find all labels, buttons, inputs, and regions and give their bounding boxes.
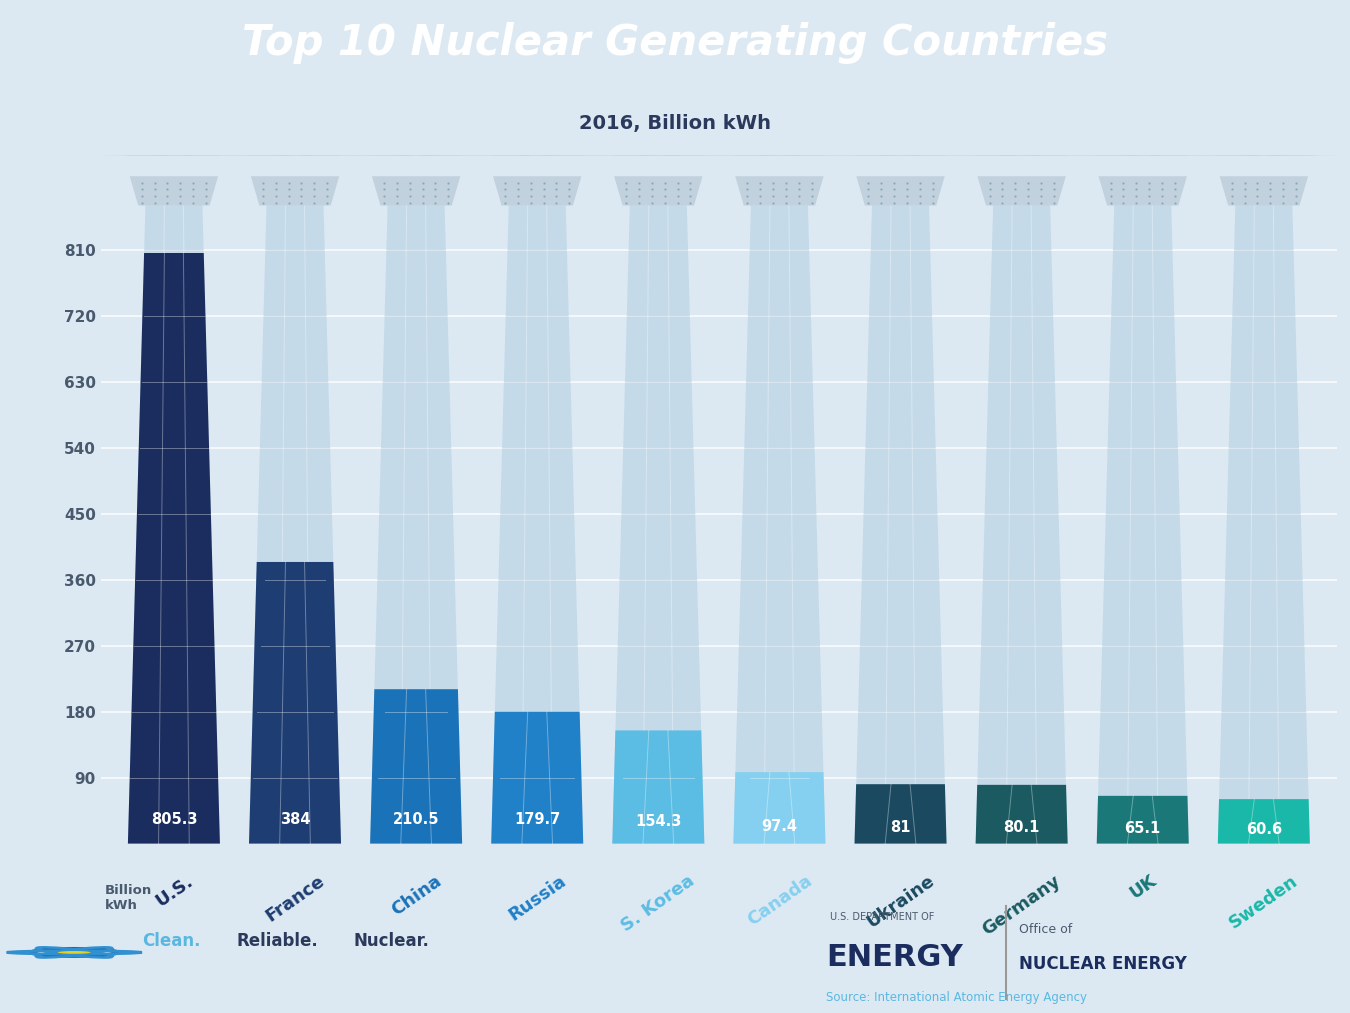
Text: Ukraine: Ukraine	[863, 871, 938, 931]
Polygon shape	[130, 176, 219, 206]
Polygon shape	[1096, 796, 1189, 844]
Polygon shape	[370, 206, 462, 844]
Text: Canada: Canada	[744, 871, 815, 929]
Text: Germany: Germany	[979, 871, 1064, 938]
Text: 97.4: 97.4	[761, 819, 798, 834]
Polygon shape	[976, 206, 1068, 844]
Polygon shape	[248, 562, 342, 844]
Text: France: France	[262, 871, 328, 925]
Text: Reliable.: Reliable.	[236, 932, 319, 950]
Polygon shape	[370, 689, 462, 844]
Polygon shape	[976, 785, 1068, 844]
Text: NUCLEAR ENERGY: NUCLEAR ENERGY	[1019, 955, 1187, 973]
Polygon shape	[736, 176, 823, 206]
Text: Billion
kWh: Billion kWh	[105, 884, 153, 912]
Polygon shape	[491, 206, 583, 844]
Polygon shape	[1096, 206, 1189, 844]
Polygon shape	[977, 176, 1066, 206]
Polygon shape	[128, 253, 220, 844]
Circle shape	[58, 951, 90, 954]
Text: U.S. DEPARTMENT OF: U.S. DEPARTMENT OF	[830, 913, 934, 923]
Polygon shape	[248, 206, 342, 844]
Text: Office of: Office of	[1019, 923, 1072, 936]
Polygon shape	[1099, 176, 1187, 206]
Polygon shape	[493, 176, 582, 206]
Text: S. Korea: S. Korea	[618, 871, 698, 935]
Text: 179.7: 179.7	[514, 812, 560, 828]
Text: Clean.: Clean.	[142, 932, 200, 950]
Text: Nuclear.: Nuclear.	[354, 932, 429, 950]
Polygon shape	[1219, 176, 1308, 206]
Text: 210.5: 210.5	[393, 812, 439, 828]
Polygon shape	[733, 772, 825, 844]
Polygon shape	[614, 176, 702, 206]
Text: Russia: Russia	[505, 871, 570, 924]
Text: 65.1: 65.1	[1125, 822, 1161, 837]
Polygon shape	[733, 206, 825, 844]
Text: Sweden: Sweden	[1226, 871, 1301, 932]
Polygon shape	[855, 206, 946, 844]
Polygon shape	[251, 176, 339, 206]
Polygon shape	[128, 206, 220, 844]
Polygon shape	[856, 176, 945, 206]
Polygon shape	[613, 206, 705, 844]
Text: Source: International Atomic Energy Agency: Source: International Atomic Energy Agen…	[826, 992, 1087, 1004]
Text: 154.3: 154.3	[634, 813, 682, 829]
Text: 805.3: 805.3	[151, 812, 197, 828]
Text: 60.6: 60.6	[1246, 822, 1282, 837]
Polygon shape	[855, 784, 946, 844]
Text: 2016, Billion kWh: 2016, Billion kWh	[579, 114, 771, 133]
Text: Top 10 Nuclear Generating Countries: Top 10 Nuclear Generating Countries	[242, 22, 1108, 64]
Text: ENERGY: ENERGY	[826, 942, 963, 971]
Polygon shape	[1218, 799, 1310, 844]
Text: 80.1: 80.1	[1003, 821, 1040, 835]
Text: UK: UK	[1126, 871, 1160, 903]
Polygon shape	[613, 730, 705, 844]
Text: 81: 81	[890, 820, 911, 835]
Text: China: China	[387, 871, 444, 919]
Polygon shape	[371, 176, 460, 206]
Text: 384: 384	[279, 812, 310, 828]
Polygon shape	[491, 712, 583, 844]
Polygon shape	[1218, 206, 1310, 844]
Text: U.S.: U.S.	[151, 871, 196, 910]
